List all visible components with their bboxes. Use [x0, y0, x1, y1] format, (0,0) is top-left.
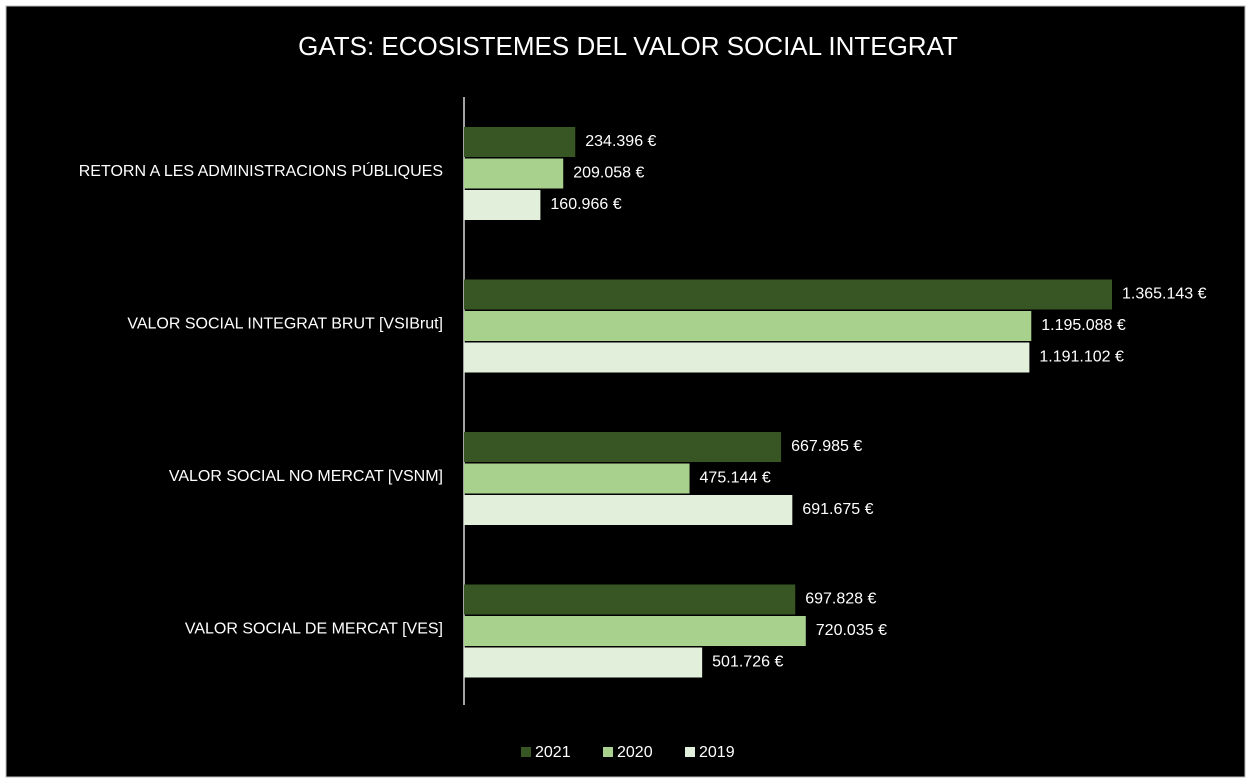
bar: [464, 463, 690, 494]
legend-label: 2019: [699, 744, 735, 761]
bar: [464, 311, 1032, 341]
value-label: 1.191.102 €: [1039, 349, 1124, 366]
legend-swatch: [685, 747, 695, 757]
category-label: VALOR SOCIAL INTEGRAT BRUT [VSIBrut]: [127, 316, 443, 333]
value-label: 691.675 €: [802, 501, 873, 518]
bar: [464, 127, 576, 157]
value-label: 667.985 €: [791, 438, 862, 455]
value-label: 720.035 €: [816, 622, 887, 639]
value-label: 209.058 €: [573, 165, 644, 182]
bar: [464, 432, 782, 462]
bar: [464, 616, 806, 646]
chart-title: GATS: ECOSISTEMES DEL VALOR SOCIAL INTEG…: [298, 31, 958, 61]
bar: [464, 647, 703, 678]
legend-label: 2021: [535, 744, 571, 761]
legend-swatch: [603, 747, 613, 757]
bar: [464, 342, 1030, 373]
legend-label: 2020: [617, 744, 653, 761]
value-label: 475.144 €: [700, 470, 771, 487]
bar: [464, 279, 1112, 310]
bar: [464, 584, 796, 615]
legend-swatch: [521, 747, 531, 757]
value-label: 1.365.143 €: [1122, 286, 1207, 303]
value-label: 1.195.088 €: [1041, 317, 1126, 334]
bar: [464, 158, 564, 189]
value-label: 697.828 €: [805, 591, 876, 608]
value-label: 160.966 €: [550, 196, 621, 213]
category-label: VALOR SOCIAL NO MERCAT [VSNM]: [169, 468, 443, 485]
bar: [464, 495, 793, 525]
category-label: VALOR SOCIAL DE MERCAT [VES]: [185, 621, 443, 638]
bar: [464, 190, 541, 220]
value-label: 501.726 €: [712, 654, 783, 671]
value-label: 234.396 €: [585, 133, 656, 150]
category-label: RETORN A LES ADMINISTRACIONS PÚBLIQUES: [79, 161, 443, 180]
